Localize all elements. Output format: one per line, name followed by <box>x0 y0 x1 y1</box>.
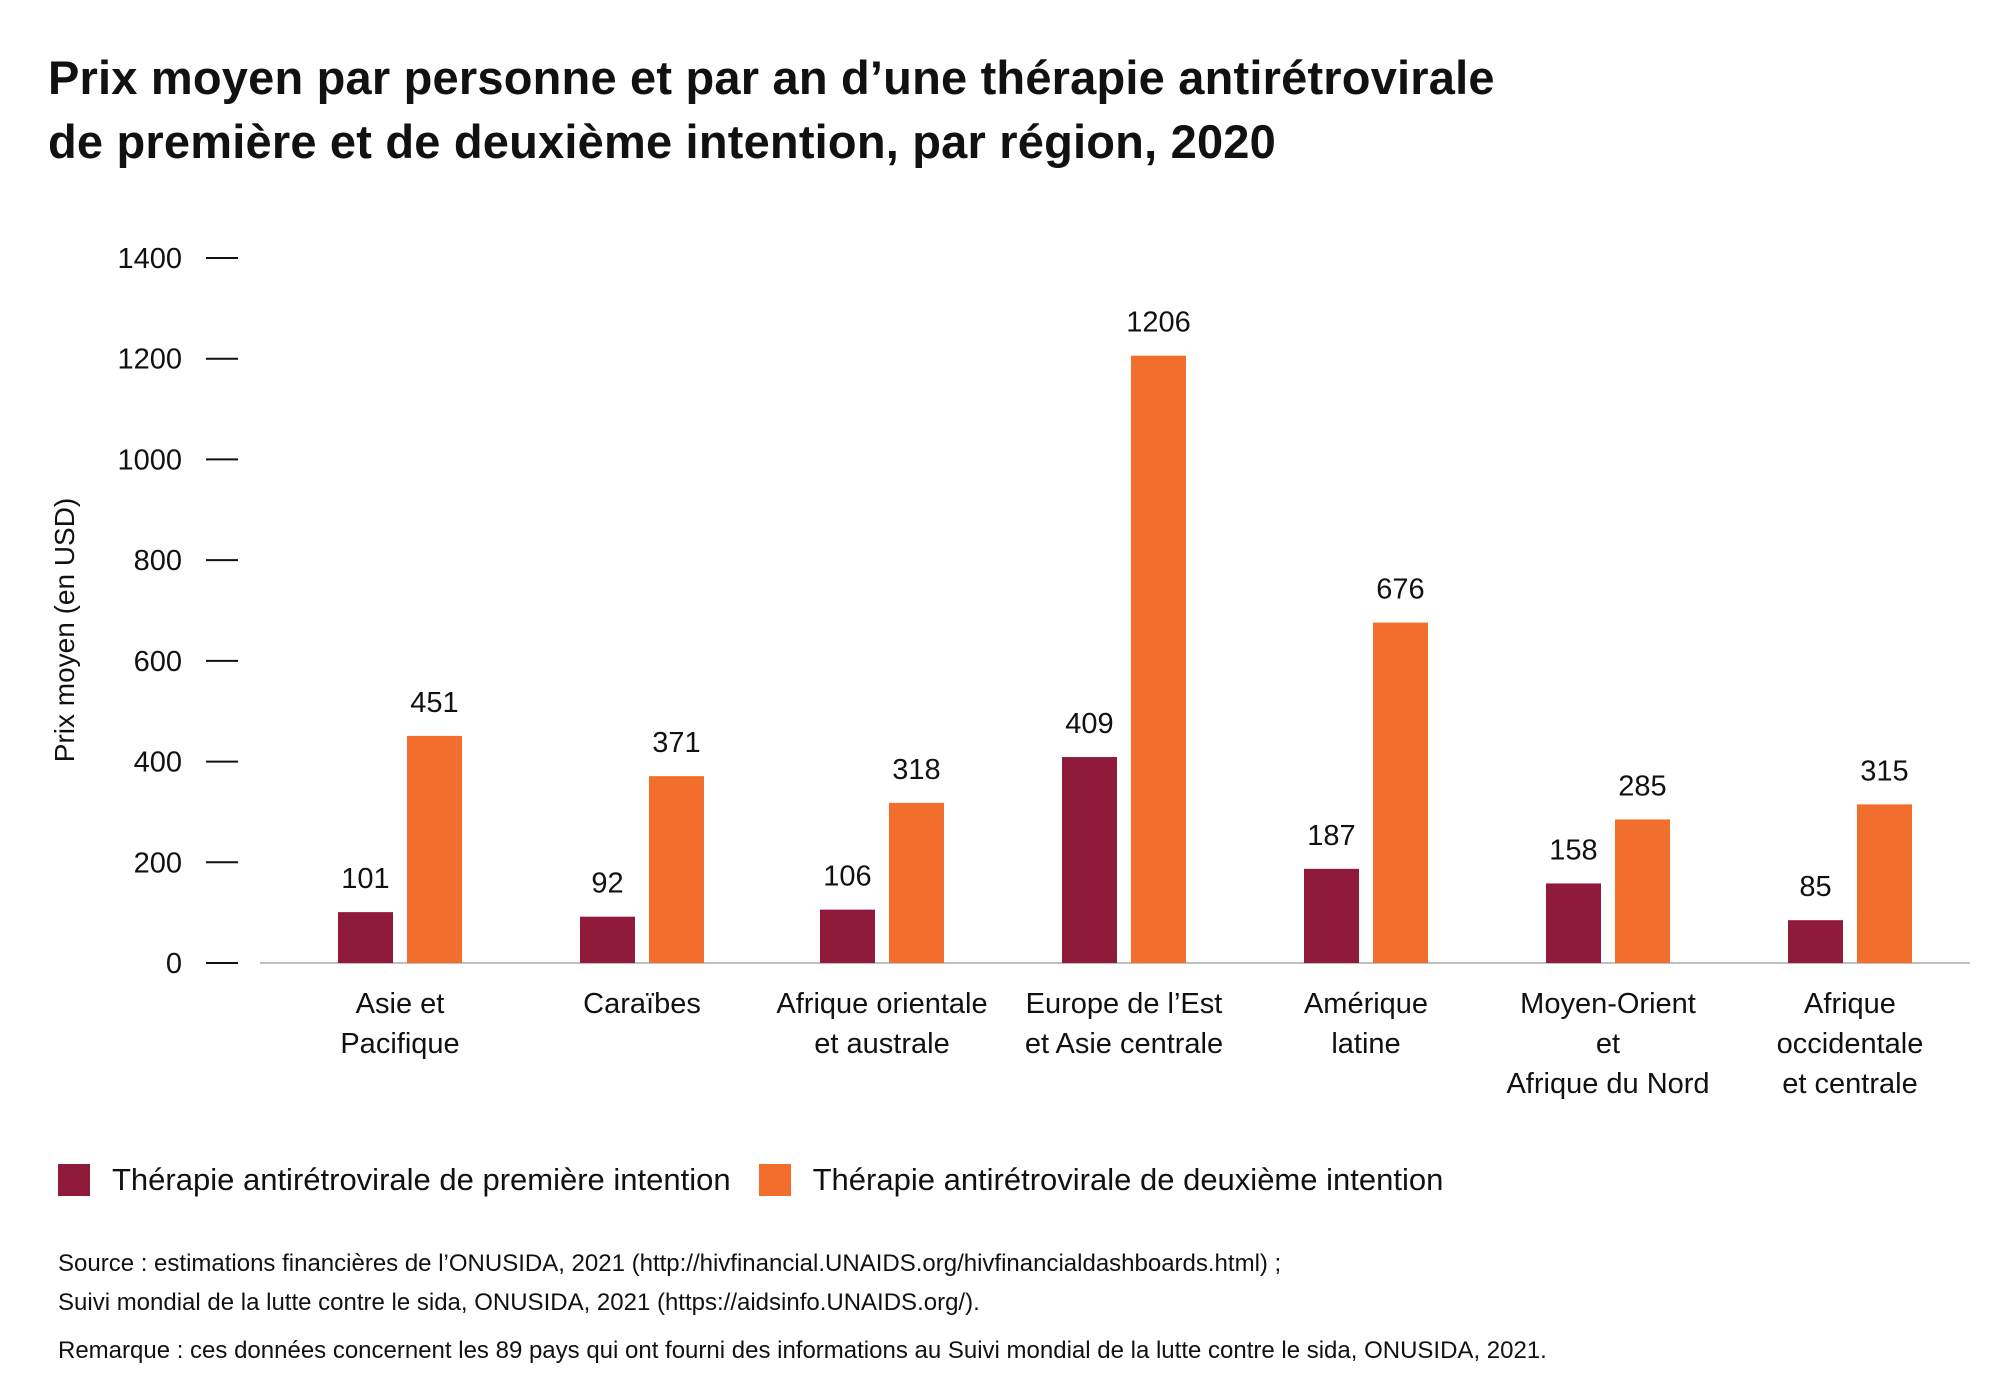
bar-value-label: 318 <box>892 754 940 786</box>
legend-item-first-line: Thérapie antirétrovirale de première int… <box>58 1162 731 1198</box>
category-label: Moyen-Orient et Afrique du Nord <box>1506 988 1709 1100</box>
bars-group <box>338 355 1912 963</box>
bar-second-line <box>889 802 944 963</box>
bar-value-label: 158 <box>1549 834 1597 866</box>
source-line-2: Suivi mondial de la lutte contre le sida… <box>58 1289 980 1316</box>
bar-value-label: 101 <box>341 863 389 895</box>
y-tick-label: 400 <box>134 747 182 779</box>
bar-first-line <box>1546 883 1601 963</box>
legend-swatch-first-line <box>58 1164 90 1196</box>
bar-second-line <box>1131 355 1186 963</box>
bar-chart: 0 200 400 600 800 1000 1200 1400 Prix moyen (en… <box>49 243 1970 1100</box>
value-labels-group: 101 451 92 371 106 318 409 1206 187 676 158 285 85 31… <box>341 307 1908 904</box>
bar-first-line <box>820 909 875 963</box>
legend-label-second-line: Thérapie antirétrovirale de deuxième int… <box>812 1162 1444 1197</box>
legend: Thérapie antirétrovirale de première int… <box>58 1158 1471 1202</box>
y-tick-label: 1400 <box>117 243 182 275</box>
bar-second-line <box>1615 819 1670 963</box>
category-label: Afrique orientale et australe <box>776 988 987 1060</box>
bar-value-label: 315 <box>1860 755 1908 787</box>
bar-second-line <box>407 735 462 963</box>
y-tick-label: 200 <box>134 847 182 879</box>
chart-title-line-1: Prix moyen par personne et par an d’une … <box>48 51 1495 104</box>
bar-value-label: 1206 <box>1126 307 1191 339</box>
y-tick-label: 800 <box>134 545 182 577</box>
y-axis-label: Prix moyen (en USD) <box>49 498 80 763</box>
chart-title-line-2: de première et de deuxième intention, pa… <box>48 115 1276 168</box>
bar-value-label: 285 <box>1618 770 1666 802</box>
category-label: Europe de l’Est et Asie centrale <box>1025 988 1223 1060</box>
source-notes: Source : estimations financières de l’ON… <box>58 1244 1958 1370</box>
bar-value-label: 371 <box>652 727 700 759</box>
remark-note: Remarque : ces données concernent les 89… <box>58 1337 1547 1364</box>
y-tick-label: 1000 <box>117 444 182 476</box>
y-axis: 0 200 400 600 800 1000 1200 1400 <box>117 243 238 980</box>
bar-first-line <box>580 916 635 963</box>
bar-value-label: 451 <box>410 687 458 719</box>
bar-second-line <box>649 776 704 963</box>
y-tick-label: 600 <box>134 646 182 678</box>
category-labels-group: Asie et Pacifique Caraïbes Afrique oriental… <box>340 988 1923 1100</box>
bar-value-label: 85 <box>1799 871 1831 903</box>
bar-first-line <box>1304 868 1359 963</box>
bar-second-line <box>1373 622 1428 963</box>
bar-value-label: 676 <box>1376 574 1424 606</box>
legend-item-second-line: Thérapie antirétrovirale de deuxième int… <box>758 1162 1444 1198</box>
category-label: Asie et Pacifique <box>340 988 459 1060</box>
category-label: Amérique latine <box>1304 988 1428 1060</box>
category-label: Caraïbes <box>583 988 701 1020</box>
y-tick-label: 1200 <box>117 344 182 376</box>
source-line-1: Source : estimations financières de l’ON… <box>58 1250 1282 1277</box>
y-tick-label: 0 <box>166 948 182 980</box>
bar-first-line <box>1062 757 1117 963</box>
bar-first-line <box>1788 920 1843 963</box>
chart-title: Prix moyen par personne et par an d’une … <box>48 46 1948 174</box>
legend-label-first-line: Thérapie antirétrovirale de première int… <box>112 1162 731 1197</box>
bar-value-label: 92 <box>591 868 623 900</box>
bar-second-line <box>1857 804 1912 963</box>
category-label: Afrique occidentale et centrale <box>1777 988 1924 1100</box>
bar-value-label: 106 <box>823 861 871 893</box>
legend-swatch-second-line <box>758 1164 791 1196</box>
bar-value-label: 187 <box>1307 820 1355 852</box>
bar-value-label: 409 <box>1065 708 1113 740</box>
bar-first-line <box>338 912 393 963</box>
